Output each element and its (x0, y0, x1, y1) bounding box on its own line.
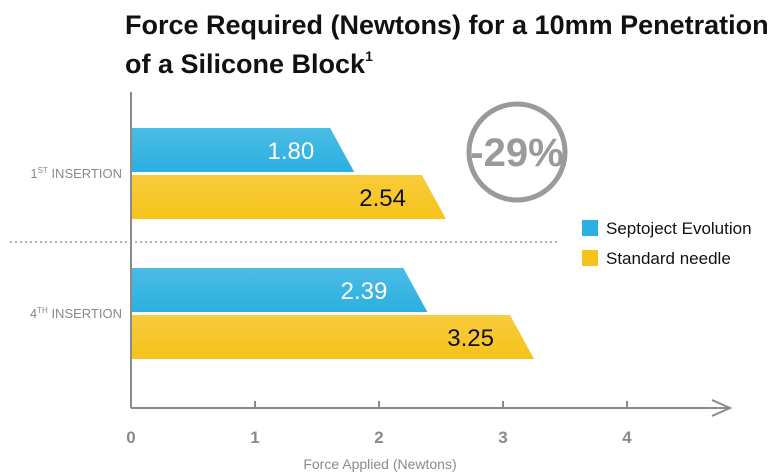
data-label-standard-needle-2: 3.25 (447, 325, 494, 352)
bar-standard-needle-2 (131, 315, 534, 359)
chart-title: Force Required (Newtons) for a 10mm Pene… (125, 10, 769, 80)
legend-label-septoject-evolution: Septoject Evolution (606, 219, 752, 238)
x-tick-label-2: 2 (374, 428, 383, 447)
x-tick-label-1: 1 (250, 428, 259, 447)
bar-septoject-evolution-2 (131, 268, 428, 312)
axes-layer: 0 1 2 3 4 (10, 92, 733, 447)
legend-swatch-standard-needle (582, 250, 598, 266)
data-label-standard-needle-1: 2.54 (359, 185, 406, 212)
chart-title-line1: Force Required (Newtons) for a 10mm Pene… (125, 10, 769, 40)
legend-swatch-septoject-evolution (582, 220, 598, 236)
callout-circle (466, 101, 568, 203)
x-axis-arrow-icon (711, 399, 733, 417)
labels-layer: 1.80 2.54 1ST INSERTION 2.39 3.25 4TH INSERTI… (30, 138, 494, 352)
x-axis-title: Force Applied (Newtons) (303, 456, 456, 472)
legend-item-septoject-evolution: Septoject Evolution (582, 219, 752, 238)
bars-layer (131, 128, 534, 359)
x-tick-label-0: 0 (126, 428, 135, 447)
title-footnote-marker: 1 (365, 48, 373, 64)
data-label-septoject-evolution-1: 1.80 (267, 138, 314, 165)
legend: Septoject Evolution Standard needle (582, 219, 752, 268)
bar-septoject-evolution-1 (131, 128, 355, 172)
legend-item-standard-needle: Standard needle (582, 249, 731, 268)
callout-text: -29% (470, 131, 563, 175)
data-label-septoject-evolution-2: 2.39 (341, 278, 388, 305)
x-tick-label-4: 4 (622, 428, 632, 447)
chart-title-line2-text: of a Silicone Block (125, 49, 366, 79)
bar-standard-needle-1 (131, 175, 446, 219)
legend-label-standard-needle: Standard needle (606, 249, 731, 268)
x-tick-label-3: 3 (498, 428, 507, 447)
percentage-callout: -29% (466, 101, 568, 203)
chart-title-line2: of a Silicone Block1 (125, 41, 769, 80)
category-label-1: 1ST INSERTION (30, 166, 122, 181)
category-label-2: 4TH INSERTION (30, 306, 122, 321)
